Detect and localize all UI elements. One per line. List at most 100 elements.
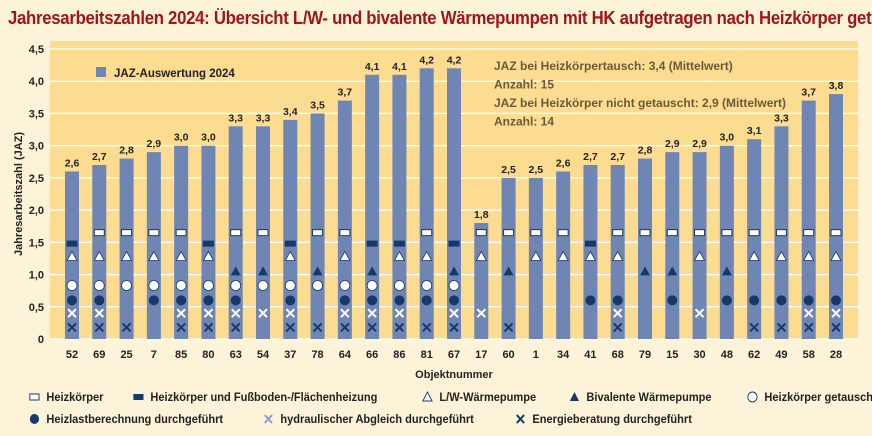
bar-group: 3,7 58: [801, 87, 816, 361]
legend-label: Energieberatung durchgeführt: [532, 412, 693, 426]
data-label: 1,8: [474, 209, 489, 221]
heizlastberechnung-circle: [449, 295, 459, 306]
y-tick-label: 1,0: [29, 270, 44, 282]
hydraulischer-abgleich-cross: [340, 308, 350, 318]
hydraulischer-abgleich-cross: [367, 308, 377, 318]
energieberatung-cross: [121, 322, 132, 333]
bivalente-waermepumpe-triangle: [312, 266, 323, 276]
x-tick-label: 81: [421, 349, 433, 361]
energieberatung-cross: [831, 322, 841, 333]
data-label: 3,8: [829, 80, 844, 92]
heizkoerper-marker: [312, 229, 324, 237]
bar: [747, 139, 762, 339]
data-label: 4,2: [447, 54, 462, 66]
heizkoerper-getauscht-circle: [121, 280, 132, 291]
heizkoerper-marker: [230, 229, 242, 237]
data-label: 3,3: [256, 112, 271, 124]
hydraulischer-abgleich-cross: [831, 308, 841, 318]
bivalente-waermepumpe-triangle: [503, 266, 514, 276]
energieberatung-cross: [285, 322, 295, 333]
bar-group: 3,4 37: [283, 106, 298, 361]
legend-item-filled: Heizlastberechnung durchgeführt: [28, 412, 223, 426]
data-label: 3,0: [174, 132, 189, 144]
marker-legend: Heizkörper Heizkörper und Fußboden-/Fläch…: [28, 386, 872, 430]
data-label: 3,3: [774, 112, 789, 124]
data-label: 2,7: [583, 151, 598, 163]
y-axis-label: Jahresarbeitszahl (JAZ): [13, 132, 25, 256]
bar-group: 3,5 78: [310, 99, 325, 361]
x-tick-label: 1: [533, 349, 539, 361]
bar-group: 3,0 85: [174, 132, 189, 361]
y-tick-label: 1,5: [29, 237, 44, 249]
hydraulischer-abgleich-cross: [231, 308, 241, 318]
bar: [146, 152, 161, 339]
data-label: 2,8: [119, 145, 134, 157]
bar: [501, 177, 516, 339]
data-label: 2,7: [92, 151, 107, 163]
lw-waermepumpe-triangle: [393, 250, 406, 261]
lw-waermepumpe-triangle: [66, 250, 78, 261]
x-tick-label: 66: [366, 349, 378, 361]
y-tick-label: 2,0: [29, 205, 44, 217]
data-label: 4,2: [419, 54, 434, 66]
x-tick-label: 58: [803, 349, 815, 361]
legend-label: Heizkörper: [46, 390, 104, 404]
heizlastberechnung-circle: [721, 295, 732, 306]
x-tick-label: 78: [311, 349, 323, 361]
heizkoerper-marker: [639, 229, 651, 237]
data-label: 2,6: [556, 157, 571, 169]
legend-hkfb-icon: [133, 394, 144, 400]
lw-waermepumpe-triangle: [120, 250, 133, 261]
bivalente-waermepumpe-triangle: [258, 266, 268, 276]
heizlastberechnung-circle: [749, 295, 760, 306]
energieberatung-cross: [94, 322, 104, 333]
x-tick-label: 68: [612, 349, 624, 361]
bar: [310, 113, 325, 339]
heizkoerper-marker: [503, 229, 515, 237]
lw-waermepumpe-triangle: [775, 250, 788, 261]
series-legend-swatch: [96, 67, 106, 77]
heizkoerper-fussboden-marker: [584, 240, 596, 247]
heizlastberechnung-circle: [667, 295, 678, 306]
heizkoerper-marker: [694, 229, 706, 237]
energieberatung-cross: [422, 322, 432, 333]
energieberatung-cross: [776, 322, 787, 333]
data-label: 3,0: [201, 132, 216, 144]
lw-waermepumpe-triangle: [693, 250, 706, 261]
heizkoerper-marker: [803, 229, 815, 237]
x-tick-label: 80: [202, 349, 214, 361]
heizkoerper-getauscht-circle: [257, 280, 269, 291]
data-label: 3,7: [338, 87, 353, 99]
heizlastberechnung-circle: [421, 295, 432, 306]
lw-waermepumpe-triangle: [830, 250, 842, 261]
heizlastberechnung-circle: [176, 295, 187, 306]
heizlastberechnung-circle: [94, 295, 105, 306]
bar: [829, 94, 843, 339]
data-label: 2,5: [529, 164, 544, 176]
x-tick-label: 64: [339, 349, 352, 361]
y-tick-label: 4,5: [29, 44, 44, 56]
bar: [419, 68, 434, 339]
energieberatung-cross: [613, 322, 623, 333]
energieberatung-cross: [503, 322, 514, 333]
legend-label: Heizkörper und Fußboden-/Flächenheizung: [150, 390, 378, 404]
heizkoerper-fussboden-marker: [366, 240, 378, 247]
y-tick-label: 4,0: [29, 76, 44, 88]
energieberatung-cross: [340, 322, 350, 333]
heizlastberechnung-circle: [285, 295, 296, 306]
hydraulischer-abgleich-cross: [613, 308, 623, 318]
x-tick-label: 17: [475, 349, 487, 361]
y-tick-label: 3,5: [29, 108, 44, 120]
bar: [119, 158, 134, 339]
legend-item-open: Heizkörper getauscht: [746, 390, 872, 404]
data-label: 3,0: [720, 132, 735, 144]
heizkoerper-marker: [748, 229, 760, 237]
heizkoerper-getauscht-circle: [312, 280, 323, 291]
bivalente-waermepumpe-triangle: [230, 266, 241, 276]
data-label: 3,7: [801, 87, 816, 99]
lw-waermepumpe-triangle: [475, 250, 487, 261]
heizkoerper-fussboden-marker: [66, 240, 78, 247]
energieberatung-cross: [394, 322, 405, 333]
y-tick-label: 0,5: [29, 302, 44, 314]
